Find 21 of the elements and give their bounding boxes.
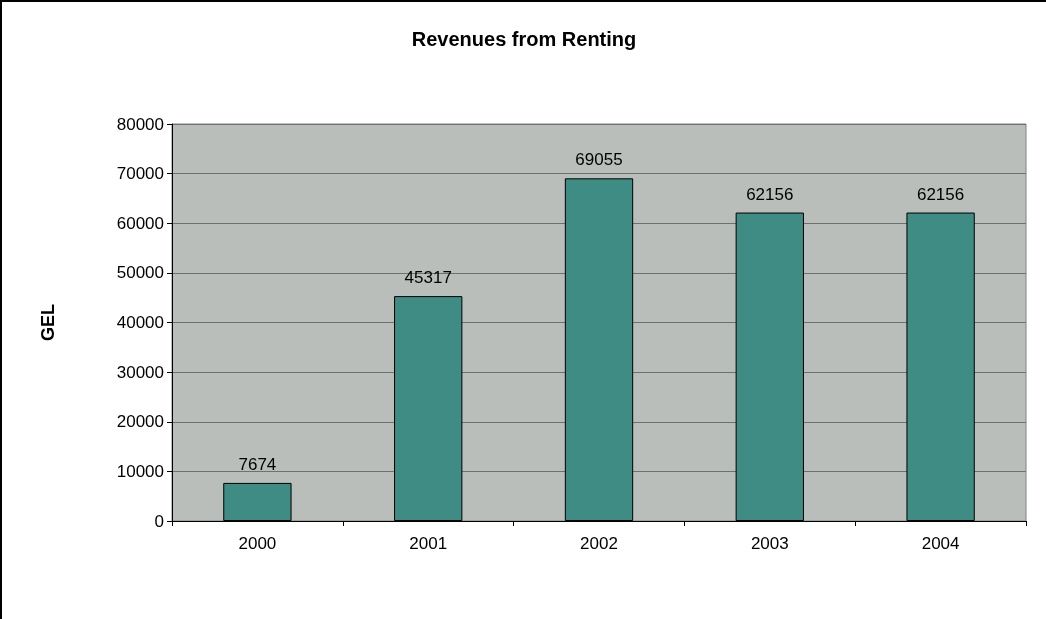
y-tick-label: 10000: [116, 461, 164, 481]
data-label: 69055: [575, 150, 623, 170]
data-label: 45317: [404, 268, 452, 288]
data-label: 62156: [916, 184, 965, 204]
x-tick-label: 2004: [921, 534, 960, 553]
chart-title: Revenues from Renting: [411, 28, 637, 50]
x-tick-label: 2003: [750, 534, 789, 553]
y-tick-label: 30000: [116, 362, 164, 382]
x-tick-label: 2002: [580, 534, 618, 553]
data-label: 62156: [746, 184, 794, 204]
x-tick-label: 2001: [409, 534, 448, 553]
x-tick-label: 2000: [238, 534, 277, 553]
data-label: 7674: [238, 454, 277, 474]
y-tick-label: 40000: [116, 313, 164, 332]
y-tick-label: 0: [154, 511, 164, 531]
y-tick-label: 70000: [116, 164, 164, 184]
y-tick-label: 50000: [116, 263, 164, 283]
y-axis-title: GEL: [38, 303, 58, 342]
y-tick-label: 20000: [116, 412, 164, 432]
y-tick-label: 60000: [116, 213, 164, 233]
y-tick-label: 80000: [116, 114, 164, 134]
